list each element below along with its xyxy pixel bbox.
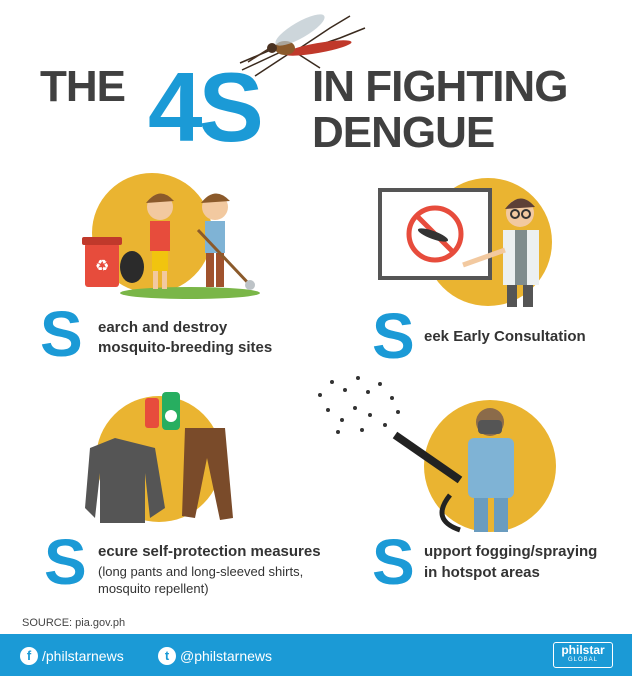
mosquito-icon: [239, 14, 366, 77]
item-search-line1: earch and destroy: [98, 319, 228, 336]
title-line1: IN FIGHTING: [312, 62, 568, 111]
logo-top-text: philstar: [561, 643, 605, 657]
item-support-line1: upport fogging/spraying: [424, 543, 598, 560]
item-secure-detail2: mosquito repellent): [98, 581, 209, 596]
philstar-logo[interactable]: philstar GLOBAL: [553, 642, 613, 668]
title-line2: DENGUE: [312, 108, 495, 157]
logo-bottom-text: GLOBAL: [567, 657, 598, 663]
mosquito-swarm-icon: [318, 376, 400, 434]
twitter-link[interactable]: @philstarnews: [180, 648, 273, 664]
item-seek-line1: eek Early Consultation: [424, 328, 586, 345]
item-secure-detail1: (long pants and long-sleeved shirts,: [98, 564, 304, 579]
svg-text:♻: ♻: [95, 256, 109, 275]
title-4s: 4S: [148, 52, 264, 162]
item-secure-line1: ecure self-protection measures: [98, 543, 321, 560]
footer-bar: [0, 634, 632, 676]
facebook-link[interactable]: /philstarnews: [42, 648, 124, 664]
s-letter-seek: S: [372, 300, 415, 372]
s-letter-secure: S: [44, 526, 87, 598]
doctor-icon: [378, 188, 539, 307]
cleanup-kids-icon: ♻: [82, 193, 260, 299]
item-search-line2: mosquito-breeding sites: [98, 339, 273, 356]
facebook-icon[interactable]: f: [20, 647, 38, 665]
item-support-line2: in hotspot areas: [424, 564, 540, 581]
clothes-repellent-icon: [85, 392, 233, 523]
title-the: THE: [40, 62, 126, 111]
source-text: SOURCE: pia.gov.ph: [22, 617, 126, 629]
s-letter-support: S: [372, 526, 415, 598]
twitter-icon[interactable]: t: [158, 647, 176, 665]
fogging-worker-icon: [392, 408, 514, 533]
s-letter-search: S: [40, 298, 83, 370]
